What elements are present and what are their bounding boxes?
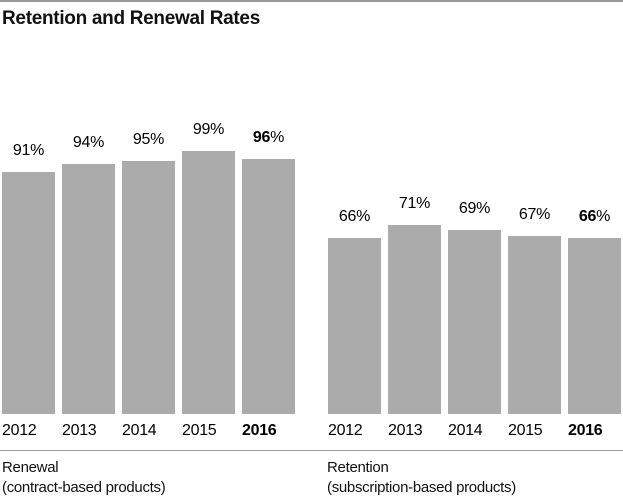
caption-subtitle: (subscription-based products): [327, 478, 516, 496]
caption-renewal: Renewal (contract-based products): [2, 458, 302, 497]
x-axis-label: 2013: [388, 422, 423, 439]
bar-column: 67%: [508, 90, 561, 414]
bar-column: 69%: [448, 90, 501, 414]
x-axis-label: 2014: [122, 422, 157, 439]
bar-group-renewal: 91% 94% 95% 99% 96%: [2, 90, 295, 414]
caption-subtitle: (contract-based products): [2, 478, 166, 496]
bar-column: 99%: [182, 90, 235, 414]
bar-renewal-2015: [182, 151, 235, 414]
bar-value-label: 69%: [458, 200, 491, 217]
bar-retention-2013: [388, 225, 441, 414]
bar-renewal-2014: [122, 161, 175, 414]
bar-value-label: 95%: [132, 131, 165, 148]
x-axis-renewal: 2012 2013 2014 2015 2016: [2, 421, 295, 440]
bar-value-label: 71%: [398, 195, 431, 212]
bar-column: 95%: [122, 90, 175, 414]
bar-column: 66%: [328, 90, 381, 414]
caption-title: Retention: [327, 459, 389, 476]
bar-column: 96%: [242, 90, 295, 414]
caption-retention: Retention (subscription-based products): [327, 458, 623, 497]
bar-column: 94%: [62, 90, 115, 414]
x-axis-label: 2014: [448, 422, 483, 439]
bar-retention-2016: [568, 238, 621, 414]
top-divider: [0, 0, 623, 2]
x-axis-label: 2015: [182, 422, 217, 439]
bar-column: 66%: [568, 90, 621, 414]
bar-value-label: 99%: [192, 121, 225, 138]
bar-renewal-2016: [242, 159, 295, 414]
bar-group-retention: 66% 71% 69% 67% 66%: [328, 90, 621, 414]
bar-value-label: 66%: [338, 208, 371, 225]
x-axis-label: 2016: [242, 422, 277, 439]
x-axis-label: 2016: [568, 422, 603, 439]
x-axis-label: 2012: [2, 422, 37, 439]
chart-title: Retention and Renewal Rates: [2, 8, 260, 29]
x-axis-label: 2012: [328, 422, 363, 439]
bar-retention-2015: [508, 236, 561, 414]
caption-title: Renewal: [2, 459, 59, 476]
bar-renewal-2012: [2, 172, 55, 414]
bottom-divider: [0, 450, 623, 451]
bar-retention-2012: [328, 238, 381, 414]
bar-value-label: 94%: [72, 134, 105, 151]
x-axis-label: 2013: [62, 422, 97, 439]
bar-value-label: 66%: [578, 208, 611, 225]
bar-retention-2014: [448, 230, 501, 414]
bar-value-label: 91%: [12, 142, 45, 159]
bar-column: 91%: [2, 90, 55, 414]
bar-column: 71%: [388, 90, 441, 414]
bar-value-label: 67%: [518, 206, 551, 223]
bar-value-label: 96%: [252, 129, 285, 146]
x-axis-retention: 2012 2013 2014 2015 2016: [328, 421, 621, 440]
bar-renewal-2013: [62, 164, 115, 414]
x-axis-label: 2015: [508, 422, 543, 439]
